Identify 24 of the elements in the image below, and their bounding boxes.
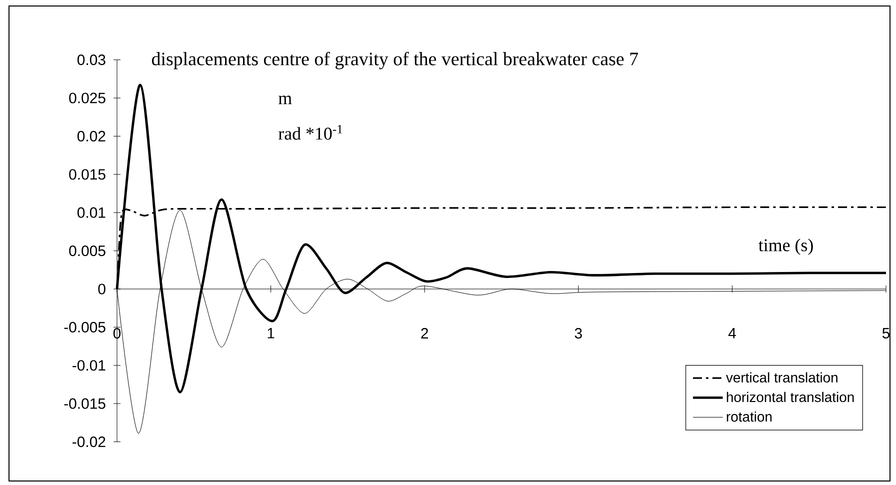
legend-label: horizontal translation — [726, 392, 854, 402]
y-tick-label: 0.015 — [69, 169, 106, 180]
legend-label: rotation — [726, 411, 772, 422]
x-tick-label: 2 — [421, 328, 428, 338]
y-tick-label: 0 — [98, 284, 106, 294]
x-axis-title: time (s) — [758, 238, 813, 255]
y-tick-label: -0.005 — [64, 322, 106, 332]
annotation: rad *10$^{-1}$ — [278, 125, 342, 140]
y-tick-label: 0.02 — [77, 130, 106, 142]
x-tick-label: 4 — [728, 328, 736, 338]
y-tick-label: 0.03 — [77, 54, 106, 66]
chart-title: displacements centre of gravity of the vertical breakwater case 7 — [152, 52, 638, 70]
y-tick-label: 0.01 — [77, 207, 106, 218]
y-tick-label: -0.015 — [64, 398, 106, 409]
x-tick-label: 0 — [113, 328, 121, 339]
x-tick-label: 5 — [882, 328, 890, 338]
y-tick-label: 0.025 — [69, 92, 106, 104]
y-tick-label: 0.005 — [69, 246, 106, 256]
x-tick-label: 3 — [574, 328, 582, 339]
y-tick-label: -0.02 — [72, 436, 106, 448]
y-tick-label: -0.01 — [72, 360, 106, 371]
legend-label: vertical translation — [726, 372, 838, 383]
annotation: m — [278, 96, 292, 104]
x-tick-label: 1 — [268, 328, 274, 338]
